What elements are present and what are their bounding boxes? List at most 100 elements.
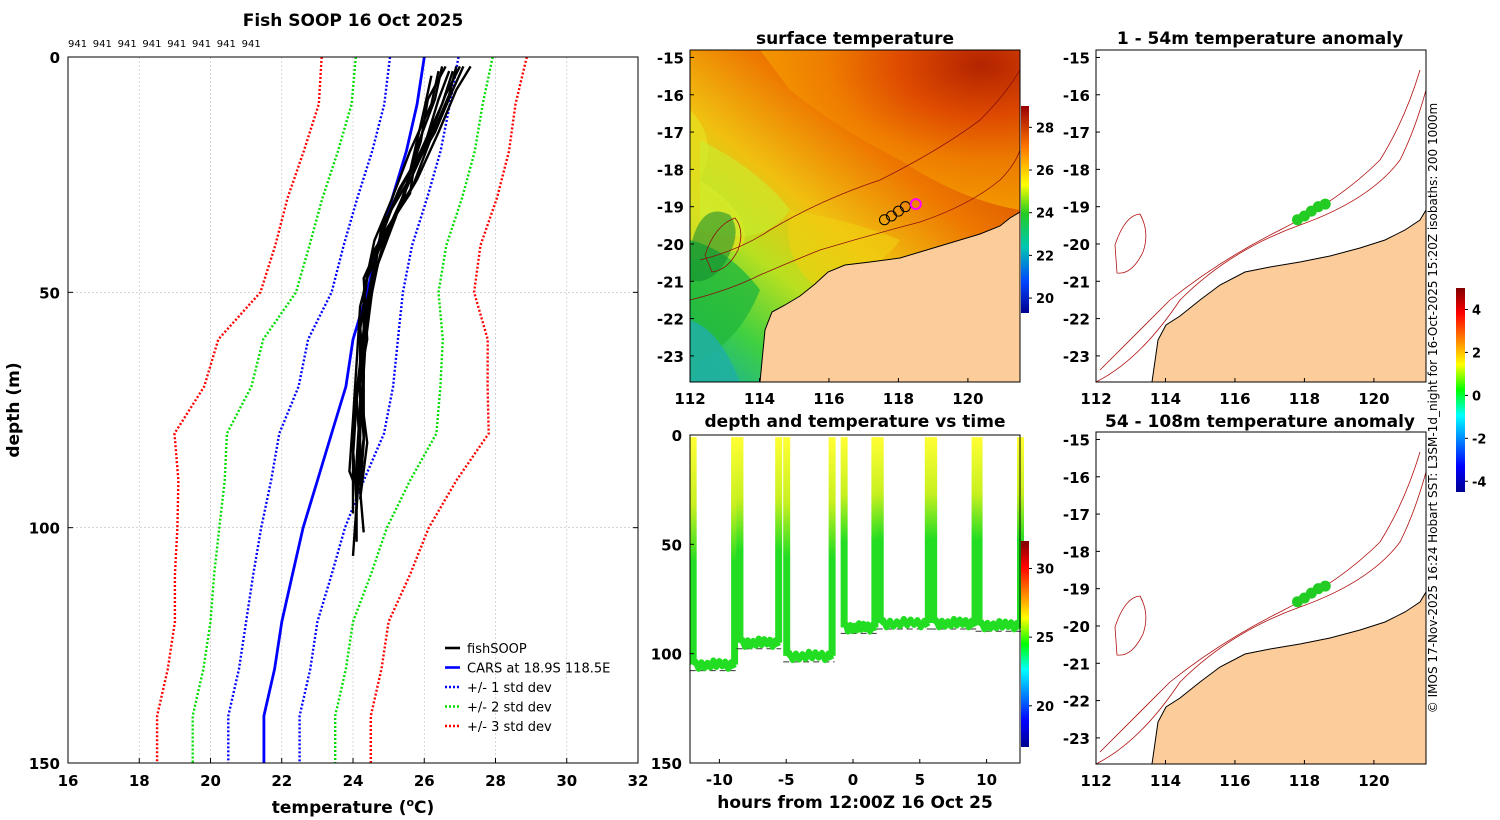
profile-x-label: temperature (oC) — [272, 796, 435, 818]
profile-x-tick-label: 28 — [485, 772, 506, 790]
cast-label: 941 — [242, 39, 261, 50]
sst-y-tick-label: -21 — [657, 273, 684, 291]
anomaly-point — [1319, 580, 1331, 592]
dive-ascent — [775, 437, 783, 643]
cars-mean-line — [262, 56, 426, 763]
cast-label: 941 — [192, 39, 211, 50]
anomaly-shallow-y-tick-label: -21 — [1063, 273, 1090, 291]
profile-y-tick-label: 100 — [29, 520, 60, 538]
sst-y-tick-label: -18 — [657, 161, 684, 179]
anomaly-shallow-x-tick-label: 118 — [1289, 390, 1320, 408]
cast-label: 941 — [142, 39, 161, 50]
sst-x-tick-label: 118 — [883, 390, 914, 408]
sst-field — [690, 50, 1020, 382]
profile-grid — [68, 57, 638, 763]
anomaly-colorbar-tick-label: 4 — [1472, 303, 1481, 318]
sst-y-tick-label: -22 — [657, 311, 684, 329]
anomaly-deep-points — [1291, 580, 1331, 608]
profile-y-ticks: 0 50 100 150 — [29, 49, 638, 773]
profile-y-tick-label: 150 — [29, 755, 60, 773]
anomaly-deep-y-tick-label: -15 — [1063, 431, 1090, 449]
anomaly-shallow-y-tick-label: -20 — [1063, 236, 1090, 254]
anomaly-shallow-y-tick-label: -16 — [1063, 87, 1090, 105]
anomaly-deep-x-tick-label: 116 — [1219, 772, 1250, 790]
anomaly-point — [1319, 198, 1331, 210]
depth-time-x-tick-label: 10 — [976, 771, 997, 789]
sst-axes-frame — [689, 49, 1021, 383]
anomaly-colorbar-ticks: 4 2 0 -2 -4 — [1465, 303, 1486, 490]
anomaly-colorbar-tick-label: -2 — [1472, 432, 1486, 447]
anomaly-shallow-y-ticks: -15 -16 -17 -18 -19 -20 -21 -22 -23 — [1063, 49, 1100, 366]
depth-time-axes-frame — [689, 434, 1021, 764]
dive-descent — [783, 437, 791, 656]
sst-y-tick-label: -15 — [657, 49, 684, 67]
dive-bottom-track — [877, 615, 931, 631]
cast-label: 941 — [217, 39, 236, 50]
depth-time-x-label: hours from 12:00Z 16 Oct 25 — [717, 793, 993, 813]
profile-x-ticks: 16 18 20 22 24 26 28 30 32 — [58, 758, 649, 790]
anomaly-deep-y-tick-label: -18 — [1063, 543, 1090, 561]
profile-x-tick-label: 30 — [556, 772, 577, 790]
profile-std-lines — [155, 56, 528, 763]
cast-labels: 941 941 941 941 941 941 941 941 — [68, 39, 261, 50]
sst-x-tick-label: 116 — [813, 390, 844, 408]
sst-track-point — [899, 201, 911, 213]
dive-ascent — [924, 437, 932, 624]
depth-time-y-tick-label: 150 — [651, 755, 682, 773]
anomaly-colorbar — [1456, 288, 1465, 492]
depth-time-colorbar-tick-label: 20 — [1036, 700, 1054, 715]
anomaly-deep-y-tick-label: -21 — [1063, 655, 1090, 673]
dive-descent — [930, 437, 938, 624]
fish-profile-line — [358, 65, 472, 500]
fish-profile-line — [351, 70, 440, 514]
sst-colorbar-ticks: 20 22 24 26 28 — [1029, 121, 1054, 307]
profile-chart: Fish SOOP 16 Oct 2025 941 941 941 941 941 941… — [4, 11, 648, 818]
anomaly-colorbar-tick-label: 2 — [1472, 346, 1481, 361]
anomaly-deep-map: 54 - 108m temperature anomaly 112 114 116 1… — [1063, 412, 1427, 790]
sst-track-point — [909, 198, 922, 211]
std-line-1-upper — [298, 56, 460, 763]
profile-x-tick-label: 26 — [414, 772, 435, 790]
profile-fish-lines — [348, 65, 472, 556]
dive-ascent — [828, 437, 836, 656]
profile-y-label: depth (m) — [4, 362, 24, 457]
sst-title: surface temperature — [756, 29, 954, 49]
anomaly-deep-y-ticks: -15 -16 -17 -18 -19 -20 -21 -22 -23 — [1063, 431, 1100, 748]
depth-time-x-tick-label: 5 — [915, 771, 925, 789]
profile-y-tick-label: 50 — [39, 284, 60, 302]
dive-bottom-track — [976, 618, 1023, 633]
profile-x-tick-label: 24 — [343, 772, 364, 790]
anomaly-shallow-y-tick-label: -15 — [1063, 49, 1090, 67]
dive-descent — [736, 437, 744, 643]
anomaly-deep-x-tick-label: 112 — [1080, 772, 1111, 790]
sst-colorbar-tick-label: 20 — [1036, 292, 1054, 307]
legend-label: +/- 2 std dev — [467, 701, 552, 716]
sst-x-ticks: 112 114 116 118 120 — [674, 378, 984, 408]
depth-time-x-tick-label: 0 — [848, 771, 858, 789]
credit-text: © IMOS 17-Nov-2025 16:24 Hobart SST: L3S… — [1426, 103, 1440, 713]
dive-bottom-track — [737, 635, 781, 650]
anomaly-deep-title: 54 - 108m temperature anomaly — [1105, 412, 1415, 432]
anomaly-shallow-y-tick-label: -19 — [1063, 199, 1090, 217]
sst-y-tick-label: -23 — [657, 348, 684, 366]
depth-time-colorbar-tick-label: 25 — [1036, 631, 1054, 646]
sst-y-tick-label: -20 — [657, 236, 684, 254]
std-line-3-upper — [369, 56, 528, 763]
anomaly-shallow-axes-frame — [1095, 49, 1427, 383]
profile-x-tick-label: 32 — [628, 772, 649, 790]
sst-colorbar-tick-label: 22 — [1036, 249, 1054, 264]
anomaly-deep-axes-frame — [1095, 431, 1427, 765]
anomaly-shallow-field — [1096, 50, 1426, 382]
anomaly-deep-x-ticks: 112 114 116 118 120 — [1080, 760, 1390, 790]
dive-bottom-track — [690, 657, 737, 672]
sst-track-points — [879, 198, 922, 226]
profile-y-tick-label: 0 — [50, 49, 60, 67]
anomaly-shallow-title: 1 - 54m temperature anomaly — [1117, 29, 1403, 49]
dive-bottom-track — [841, 620, 878, 635]
dive-ascent — [731, 437, 739, 665]
sst-track-point — [879, 214, 891, 226]
depth-time-title: depth and temperature vs time — [705, 412, 1006, 432]
sst-colorbar-tick-label: 24 — [1036, 207, 1054, 222]
std-line-3-lower — [155, 56, 323, 763]
